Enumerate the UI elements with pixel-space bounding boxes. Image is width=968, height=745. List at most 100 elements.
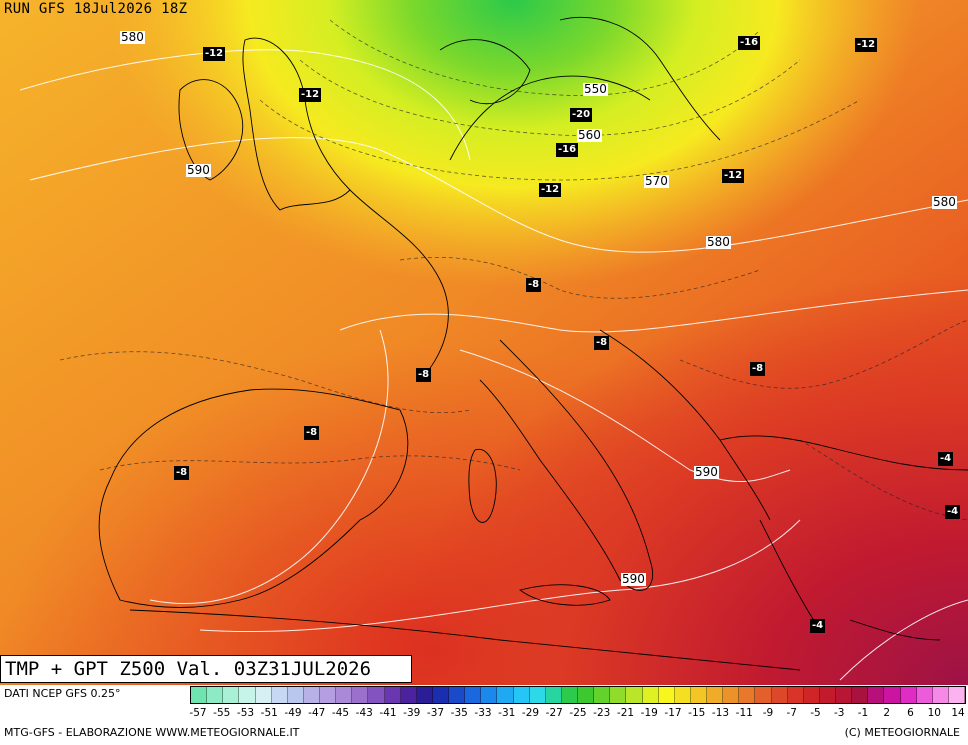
legend-swatch bbox=[223, 687, 240, 703]
credit-right: (C) METEOGIORNALE bbox=[844, 726, 960, 739]
legend-tick: -27 bbox=[545, 707, 563, 719]
legend-tick: -17 bbox=[664, 707, 682, 719]
legend-swatch bbox=[384, 687, 401, 703]
legend-swatch bbox=[723, 687, 740, 703]
legend-swatch bbox=[787, 687, 804, 703]
legend-tick: -55 bbox=[213, 707, 231, 719]
legend-tick: -51 bbox=[260, 707, 278, 719]
height-label: 560 bbox=[577, 128, 602, 142]
legend-swatch bbox=[610, 687, 627, 703]
legend-swatch bbox=[578, 687, 595, 703]
legend-tick: -49 bbox=[284, 707, 302, 719]
legend-tick: -53 bbox=[236, 707, 255, 719]
legend-tick: -39 bbox=[403, 707, 421, 719]
temp-label: -4 bbox=[945, 505, 961, 519]
footer: DATI NCEP GFS 0.25° -57 -55 -53 -51 -49 -47 -4… bbox=[0, 685, 968, 745]
weather-map bbox=[0, 0, 968, 685]
legend-swatch bbox=[690, 687, 707, 703]
legend-swatch bbox=[400, 687, 417, 703]
legend-tick: -29 bbox=[521, 707, 540, 719]
legend-swatch bbox=[320, 687, 337, 703]
legend-swatch bbox=[513, 687, 530, 703]
legend-swatch bbox=[271, 687, 288, 703]
legend-swatch bbox=[852, 687, 869, 703]
legend-swatch bbox=[336, 687, 353, 703]
temp-label: -12 bbox=[722, 169, 745, 183]
legend-swatch bbox=[352, 687, 369, 703]
legend-swatch bbox=[561, 687, 578, 703]
legend-swatch bbox=[803, 687, 820, 703]
legend-tick: -15 bbox=[688, 707, 706, 719]
legend-tick: 10 bbox=[927, 707, 941, 719]
legend-swatch bbox=[416, 687, 433, 703]
legend-tick: -1 bbox=[857, 707, 869, 719]
temp-label: -12 bbox=[539, 183, 562, 197]
legend-swatch bbox=[771, 687, 788, 703]
legend-swatch bbox=[255, 687, 272, 703]
legend-swatch bbox=[948, 687, 965, 703]
legend-swatch bbox=[481, 687, 498, 703]
temp-label: -8 bbox=[594, 336, 610, 350]
credit-left: MTG-GFS - ELABORAZIONE WWW.METEOGIORNALE… bbox=[4, 726, 300, 739]
temp-label: -12 bbox=[203, 47, 226, 61]
legend-tick: -33 bbox=[474, 707, 492, 719]
height-label: 550 bbox=[583, 82, 608, 96]
legend-swatch bbox=[836, 687, 853, 703]
height-label: 580 bbox=[706, 235, 731, 249]
legend-tick: -57 bbox=[189, 707, 207, 719]
legend-swatch bbox=[658, 687, 675, 703]
legend-tick: -37 bbox=[426, 707, 445, 719]
height-label: 590 bbox=[186, 163, 211, 177]
data-source: DATI NCEP GFS 0.25° bbox=[4, 687, 121, 700]
legend-swatch bbox=[674, 687, 691, 703]
legend-swatch bbox=[626, 687, 643, 703]
legend-tick: -25 bbox=[569, 707, 587, 719]
legend-tick: -3 bbox=[834, 707, 845, 719]
legend-swatch bbox=[739, 687, 756, 703]
legend-swatch bbox=[449, 687, 466, 703]
temp-label: -8 bbox=[526, 278, 542, 292]
temp-label: -8 bbox=[304, 426, 320, 440]
legend-swatch bbox=[191, 687, 208, 703]
legend-swatch bbox=[545, 687, 562, 703]
run-label: RUN GFS 18Jul2026 18Z bbox=[4, 1, 188, 17]
legend-tick: -45 bbox=[331, 707, 350, 719]
legend-tick: -5 bbox=[810, 707, 821, 719]
legend-swatch bbox=[884, 687, 901, 703]
legend-swatch bbox=[287, 687, 304, 703]
legend-swatch bbox=[868, 687, 885, 703]
temp-label: -16 bbox=[556, 143, 579, 157]
legend-tick: -43 bbox=[355, 707, 373, 719]
temp-label: -8 bbox=[750, 362, 766, 376]
legend-swatch bbox=[303, 687, 320, 703]
color-legend bbox=[190, 686, 966, 704]
height-label: 570 bbox=[644, 174, 669, 188]
temp-label: -20 bbox=[570, 108, 593, 122]
legend-tick: -11 bbox=[735, 707, 753, 719]
color-legend-ticks: -57 -55 -53 -51 -49 -47 -45 -43 -41 -39 -37 -35 -33 -… bbox=[189, 707, 966, 721]
temp-label: -12 bbox=[299, 88, 322, 102]
height-label: 580 bbox=[120, 30, 145, 44]
legend-tick: -41 bbox=[379, 707, 397, 719]
legend-swatch bbox=[755, 687, 772, 703]
temp-label: -8 bbox=[174, 466, 190, 480]
legend-tick: -35 bbox=[450, 707, 468, 719]
legend-swatch bbox=[465, 687, 482, 703]
legend-tick: -47 bbox=[308, 707, 326, 719]
legend-swatch bbox=[819, 687, 836, 703]
legend-tick: -23 bbox=[593, 707, 611, 719]
temp-label: -12 bbox=[855, 38, 878, 52]
temp-label: -16 bbox=[738, 36, 761, 50]
legend-swatch bbox=[594, 687, 611, 703]
legend-swatch bbox=[916, 687, 933, 703]
legend-tick: 2 bbox=[883, 707, 891, 719]
height-label: 590 bbox=[621, 572, 646, 586]
height-label: 580 bbox=[932, 195, 957, 209]
legend-swatch bbox=[239, 687, 256, 703]
legend-tick: -13 bbox=[711, 707, 730, 719]
legend-tick: 6 bbox=[907, 707, 914, 719]
legend-tick: 14 bbox=[951, 707, 965, 719]
legend-swatch bbox=[642, 687, 659, 703]
height-label: 590 bbox=[694, 465, 719, 479]
legend-swatch bbox=[368, 687, 385, 703]
